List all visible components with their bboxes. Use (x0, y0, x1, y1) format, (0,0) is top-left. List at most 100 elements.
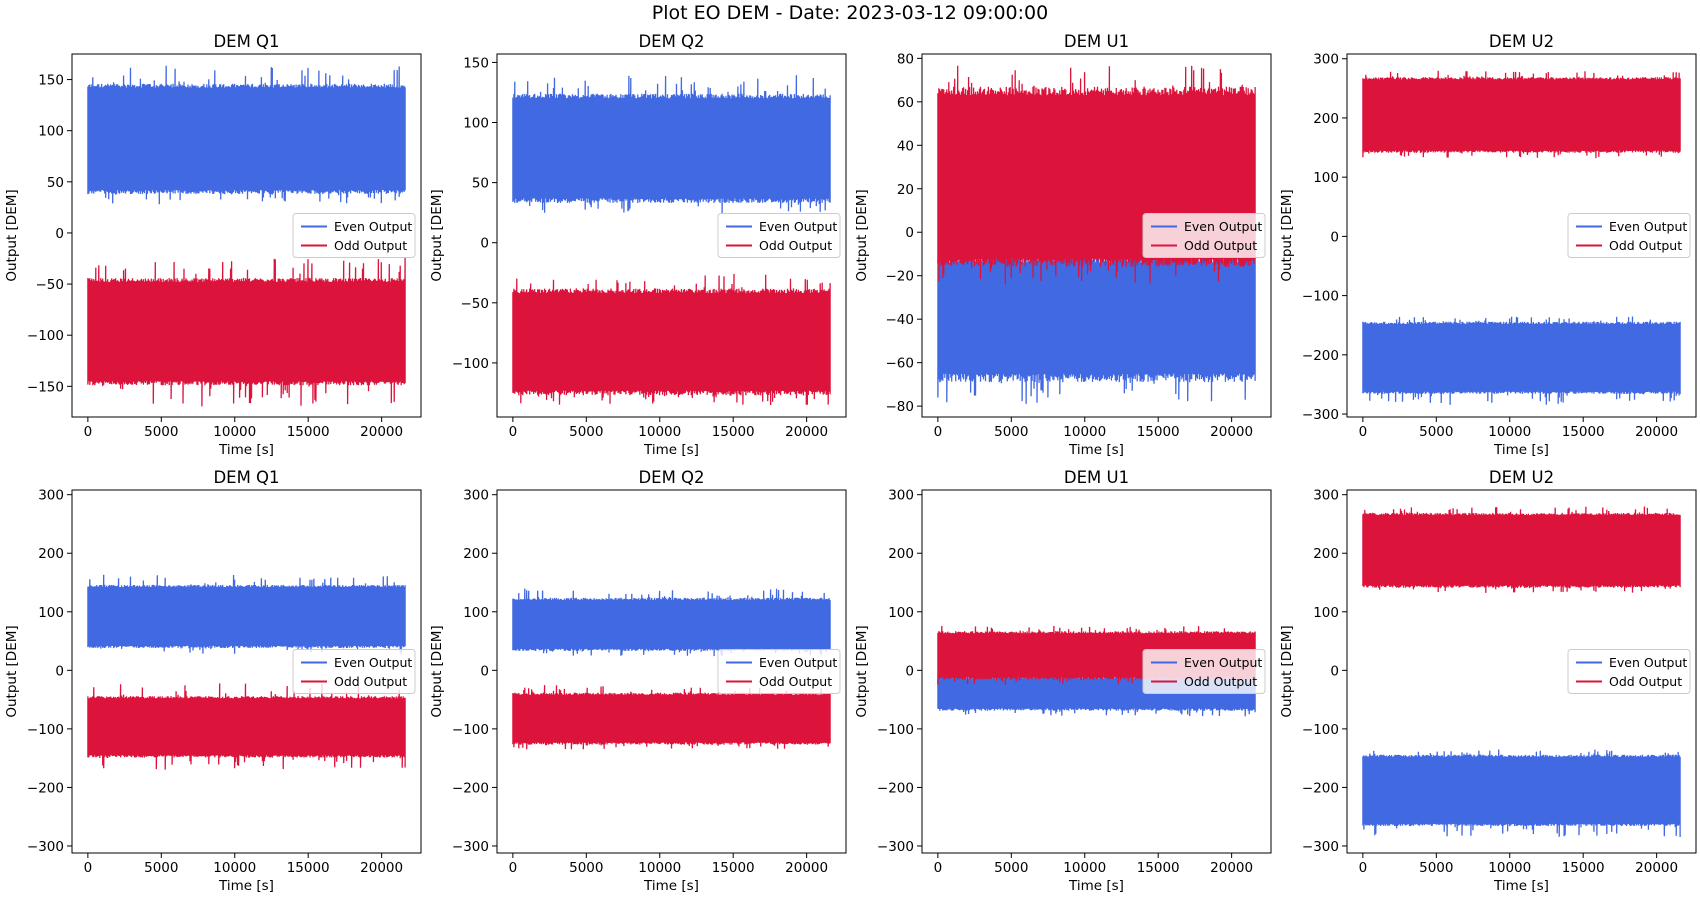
x-tick-label: 0 (1359, 860, 1368, 876)
legend-entry-label: Even Output (1609, 219, 1687, 234)
x-tick-label: 5000 (1419, 860, 1453, 876)
legend: Even Output Odd Output (717, 649, 841, 694)
legend: Even Output Odd Output (1567, 649, 1691, 694)
x-tick-label: 20000 (785, 860, 828, 876)
y-tick-label: 300 (1313, 52, 1339, 68)
subplot-title: DEM U1 (1064, 32, 1129, 51)
y-tick-label: 40 (897, 138, 914, 154)
y-axis-label: Output [DEM] (1279, 625, 1295, 717)
axes-frame (496, 53, 847, 418)
y-tick-label: 0 (905, 225, 914, 241)
subplot-8: 0 5000 10000 15000 20000 −300 −200 −100 0 100 200 3… (1279, 468, 1697, 894)
legend-entry-label: Even Output (1184, 655, 1262, 670)
y-axis-label: Output [DEM] (429, 625, 445, 717)
y-tick-label: −300 (1302, 407, 1339, 423)
y-tick-label: −100 (877, 722, 914, 738)
subplot-title: DEM U2 (1489, 468, 1554, 487)
subplot-title: DEM Q2 (638, 468, 704, 487)
x-tick-label: 20000 (1210, 424, 1253, 440)
legend: Even Output Odd Output (292, 649, 416, 694)
y-tick-label: −300 (452, 839, 489, 855)
y-tick-label: 0 (1330, 663, 1339, 679)
y-tick-label: −300 (877, 839, 914, 855)
series-even-output-band (87, 87, 406, 190)
y-tick-label: 100 (463, 116, 489, 132)
axes-frame (71, 489, 422, 854)
x-tick-label: 5000 (994, 424, 1028, 440)
subplot-6: 0 5000 10000 15000 20000 −300 −200 −100 0 100 200 3… (429, 468, 847, 894)
y-tick-label: 0 (55, 663, 64, 679)
y-tick-label: 200 (1313, 546, 1339, 562)
subplot-5: 0 5000 10000 15000 20000 −300 −200 −100 0 100 200 3… (4, 468, 422, 894)
x-axis-label: Time [s] (1068, 442, 1124, 458)
y-tick-label: 200 (38, 546, 64, 562)
legend: Even Output Odd Output (292, 213, 416, 258)
subplot-title: DEM U2 (1489, 32, 1554, 51)
y-tick-label: −20 (886, 269, 915, 285)
y-tick-label: −50 (461, 296, 490, 312)
subplot-4: 0 5000 10000 15000 20000 −300 −200 −100 0 100 200 3… (1279, 32, 1697, 458)
legend-entry-label: Even Output (1609, 655, 1687, 670)
y-tick-label: 100 (463, 605, 489, 621)
x-tick-label: 0 (934, 424, 943, 440)
y-tick-label: −100 (452, 356, 489, 372)
y-axis-label: Output [DEM] (4, 189, 20, 281)
x-tick-label: 15000 (712, 860, 755, 876)
legend-entry-label: Odd Output (759, 238, 832, 253)
legend-entry-label: Even Output (334, 655, 412, 670)
legend-entry-label: Even Output (1184, 219, 1262, 234)
legend-entry-label: Odd Output (1184, 238, 1257, 253)
x-tick-label: 0 (84, 860, 93, 876)
x-tick-label: 15000 (712, 424, 755, 440)
legend-entry-label: Odd Output (334, 238, 407, 253)
subplot-7: 0 5000 10000 15000 20000 −300 −200 −100 0 100 200 3… (854, 468, 1272, 894)
x-tick-label: 10000 (638, 424, 681, 440)
y-tick-label: −200 (1302, 780, 1339, 796)
y-tick-label: 80 (897, 51, 914, 67)
x-tick-label: 0 (509, 860, 518, 876)
series-odd-output-band (1362, 79, 1681, 151)
y-tick-label: −150 (27, 379, 64, 395)
y-tick-label: 100 (38, 605, 64, 621)
y-tick-label: −100 (1302, 722, 1339, 738)
series-odd-output-band (512, 293, 831, 391)
x-tick-label: 15000 (287, 424, 330, 440)
x-tick-label: 15000 (1562, 860, 1605, 876)
y-tick-label: −200 (1302, 348, 1339, 364)
y-tick-label: 0 (55, 226, 64, 242)
x-tick-label: 10000 (1488, 860, 1531, 876)
subplot-3: 0 5000 10000 15000 20000 −80 −60 −40 −20 0 20 40 60 8… (854, 32, 1272, 458)
x-tick-label: 15000 (287, 860, 330, 876)
y-axis-label: Output [DEM] (854, 625, 870, 717)
x-tick-label: 10000 (1488, 424, 1531, 440)
y-tick-label: −100 (1302, 289, 1339, 305)
y-tick-label: −300 (27, 839, 64, 855)
y-axis-label: Output [DEM] (4, 625, 20, 717)
subplot-2: 0 5000 10000 15000 20000 −100 −50 0 50 100 150 DEM … (429, 32, 847, 458)
axes-frame (496, 489, 847, 854)
series-even-output-band (512, 98, 831, 199)
x-tick-label: 20000 (1635, 424, 1678, 440)
y-tick-label: 50 (47, 175, 64, 191)
x-tick-label: 5000 (1419, 424, 1453, 440)
series-even-output-band (87, 587, 406, 646)
x-axis-label: Time [s] (1493, 878, 1549, 894)
y-tick-label: 150 (463, 55, 489, 71)
y-tick-label: −300 (1302, 839, 1339, 855)
y-tick-label: 0 (905, 663, 914, 679)
y-tick-label: 300 (1313, 488, 1339, 504)
y-tick-label: 300 (463, 488, 489, 504)
x-tick-label: 10000 (1063, 424, 1106, 440)
y-tick-label: 150 (38, 73, 64, 89)
axes-frame (921, 489, 1272, 854)
axes-frame (1346, 53, 1697, 418)
x-tick-label: 5000 (144, 860, 178, 876)
subplot-title: DEM Q2 (638, 32, 704, 51)
axes-frame (1346, 489, 1697, 854)
y-tick-label: −200 (877, 780, 914, 796)
series-even-output-band (512, 600, 831, 649)
legend-entry-label: Even Output (759, 219, 837, 234)
y-axis-label: Output [DEM] (429, 189, 445, 281)
series-even-output-band (1362, 756, 1681, 824)
x-tick-label: 15000 (1137, 860, 1180, 876)
